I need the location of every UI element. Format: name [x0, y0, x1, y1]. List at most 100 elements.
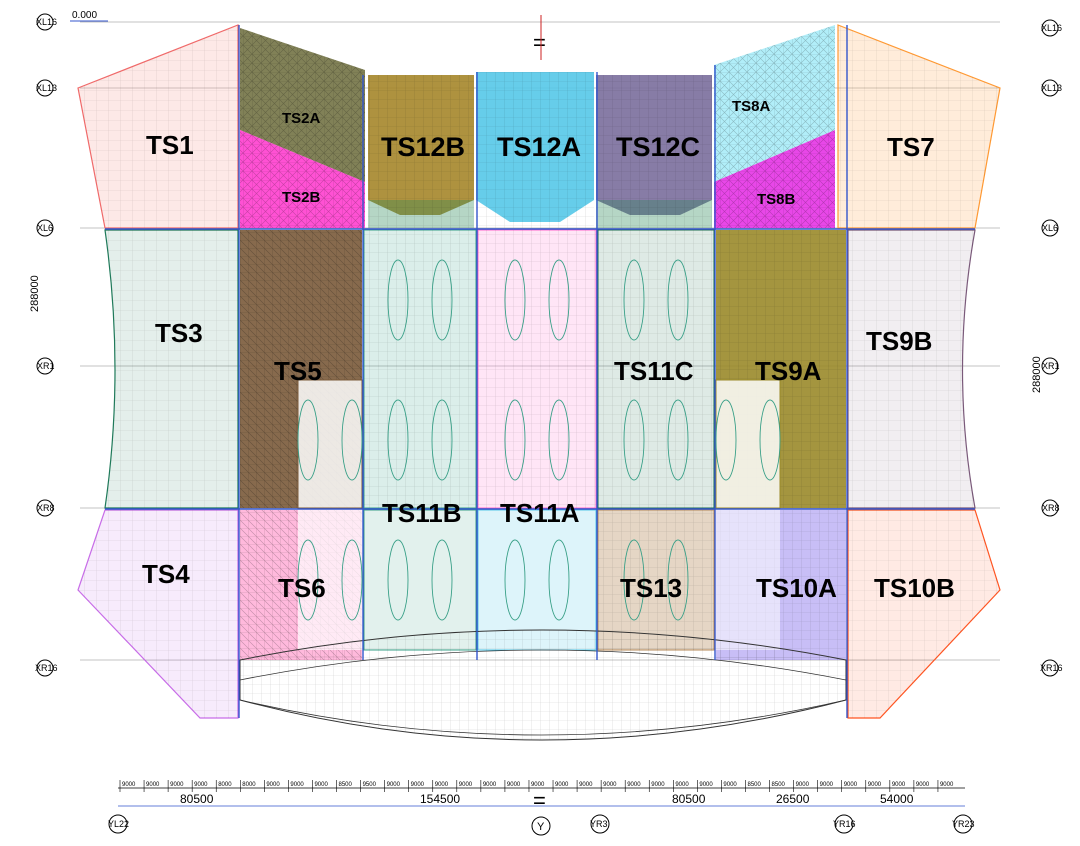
axis-bubble-right-xr8: XR8 — [1041, 499, 1060, 517]
lens-shape-3-1 — [548, 399, 570, 481]
zone-ts10a-inner — [716, 510, 780, 650]
zone-ts8b-hatch — [714, 130, 835, 228]
zone-ts7-hatch — [838, 25, 1000, 228]
bottom-spacing-labels: 9000 9000 9000 9000 8000 8000 9000 9000 9000 8500… — [119, 780, 954, 792]
bottom-total-3: 80500 — [672, 792, 706, 806]
bottom-spacing-label: 9000 — [796, 782, 810, 788]
zone-label-ts11b: TS11B — [382, 498, 462, 528]
axis-bubble-right-xl13: XL13 — [1041, 79, 1062, 97]
bottom-spacing-label: 9000 — [820, 782, 834, 788]
axis-bubble-right-xr1: XR1 — [1041, 357, 1060, 375]
axis-bubble-bottom-yl22: YL22 — [108, 814, 129, 834]
zone-ts2b-hatch — [240, 130, 365, 228]
axis-bubble-bottom-yr23: YR23 — [952, 814, 975, 834]
svg-text:XR16: XR16 — [35, 663, 58, 673]
lens-shape-11-1 — [341, 539, 363, 621]
right-height-dim: 288000 — [1031, 356, 1043, 393]
bottom-spacing-label: 9000 — [651, 782, 665, 788]
lens-shape-5-0 — [623, 399, 645, 481]
zone-label-ts1: TS1 — [146, 130, 194, 160]
axis-bubble-bottom-yr16: YR16 — [833, 814, 856, 834]
lens-shape-0-0 — [387, 259, 409, 341]
bottom-spacing-label: 9000 — [459, 782, 473, 788]
bottom-spacing-label: 9000 — [603, 782, 617, 788]
axis-bubble-right-xr16: XR16 — [1040, 659, 1063, 677]
zone-ts11b-lower — [363, 509, 477, 651]
svg-text:YR16: YR16 — [833, 819, 856, 829]
axis-bubble-left-xl6: XL6 — [36, 219, 54, 237]
zone-ts9a-inner — [715, 379, 781, 509]
axis-bubble-left-xr8: XR8 — [36, 499, 55, 517]
bottom-total-1: 80500 — [180, 792, 214, 806]
zone-label-ts7: TS7 — [887, 132, 935, 162]
center-equal-bottom: = — [533, 788, 546, 813]
zone-label-ts3: TS3 — [155, 318, 203, 348]
zone-ts3-hatch — [105, 230, 238, 508]
lens-shape-8-0 — [387, 539, 409, 621]
bottom-spacing-label: 9000 — [435, 782, 449, 788]
lens-shapes — [297, 259, 781, 621]
bottom-total-2: 154500 — [420, 792, 460, 806]
zone-ts10b-hatch — [848, 510, 1000, 718]
zone-label-ts2b: TS2B — [282, 189, 321, 206]
canopy-curve-2 — [239, 699, 847, 736]
bottom-spacing-label: 9000 — [675, 782, 689, 788]
lens-shape-2-0 — [504, 259, 526, 341]
zone-ts12c-hatch — [596, 75, 712, 228]
zone-ts8a-hatch — [714, 25, 835, 182]
zone-ts6-inner — [298, 510, 362, 650]
zone-label-ts11c: TS11C — [614, 356, 694, 386]
bottom-spacing-label: 9000 — [387, 782, 401, 788]
lens-shape-10-1 — [667, 539, 689, 621]
lens-shape-6-1 — [341, 399, 363, 481]
axis-bubble-right-xl16: XL16 — [1041, 19, 1062, 37]
zone-label-ts8a: TS8A — [732, 98, 771, 115]
lens-shape-7-0 — [715, 399, 737, 481]
bottom-spacing-label: 9000 — [194, 782, 208, 788]
bottom-spacing-label: 9000 — [266, 782, 280, 788]
zone-label-ts2a: TS2A — [282, 110, 321, 127]
lens-shape-0-1 — [431, 259, 453, 341]
svg-text:XL16: XL16 — [36, 17, 57, 27]
zone-label-ts6: TS6 — [278, 573, 326, 603]
canopy-curve-1 — [239, 649, 847, 681]
bottom-axis-bubbles: YL22 YR3 YR16 YR23 Y — [108, 814, 975, 836]
zone-label-ts12c: TS12C — [616, 132, 700, 162]
zone-label-ts9a: TS9A — [755, 356, 822, 386]
zone-ts11a-lower — [477, 509, 597, 651]
bottom-spacing-label: 9000 — [555, 782, 569, 788]
bottom-spacing-label: 9000 — [844, 782, 858, 788]
zone-label-ts13: TS13 — [620, 573, 682, 603]
zone-label-ts11a: TS11A — [500, 498, 580, 528]
bottom-total-5: 54000 — [880, 792, 914, 806]
zone-ts11c-hatch — [598, 230, 714, 508]
axis-bubble-left-xl16: XL16 — [36, 13, 57, 31]
zone-ts9b-hatch — [848, 230, 975, 508]
zone-ts13-hatch — [598, 510, 714, 650]
bottom-spacing-label: 9500 — [363, 782, 377, 788]
svg-text:Y: Y — [537, 821, 545, 833]
lens-shape-8-1 — [431, 539, 453, 621]
bottom-spacing-label: 9000 — [723, 782, 737, 788]
lens-shape-11-0 — [297, 539, 319, 621]
bottom-spacing-label: 9000 — [916, 782, 930, 788]
lens-shape-2-1 — [548, 259, 570, 341]
svg-text:XR1: XR1 — [37, 361, 55, 371]
bottom-spacing-label: 9000 — [940, 782, 954, 788]
bottom-spacing-label: 8000 — [242, 782, 256, 788]
lens-shape-1-1 — [431, 399, 453, 481]
svg-text:XL16: XL16 — [1041, 23, 1062, 33]
bottom-spacing-label: 9000 — [146, 782, 160, 788]
bottom-spacing-label: 9000 — [411, 782, 425, 788]
zone-ts11b-hatch — [364, 230, 476, 508]
zone-ts1-hatch — [78, 25, 238, 228]
bottom-spacing-label: 9000 — [122, 782, 136, 788]
left-axis-bubbles: XL16 XL13 XL6 XR1 XR8 XR16 — [35, 13, 58, 677]
svg-text:XR8: XR8 — [37, 503, 55, 513]
lens-shape-5-1 — [667, 399, 689, 481]
zone-ts5-inner — [297, 379, 363, 509]
canopy-mesh — [239, 629, 847, 741]
bottom-spacing-label: 9000 — [892, 782, 906, 788]
zone-label-ts8b: TS8B — [757, 191, 796, 208]
axis-bubble-left-xr1: XR1 — [36, 357, 55, 375]
